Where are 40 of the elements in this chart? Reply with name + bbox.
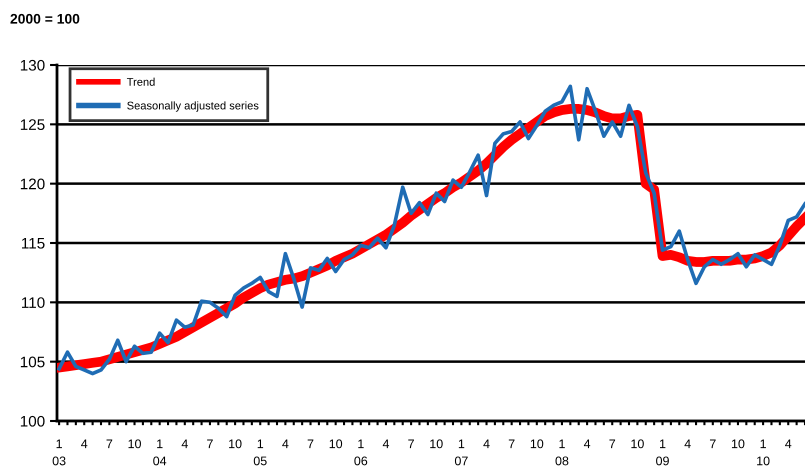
legend-label: Seasonally adjusted series [127, 101, 258, 112]
x-tick-label: 1 08 [555, 440, 568, 466]
x-tick-label: 4 [182, 440, 188, 448]
x-tick-label: 4 [382, 440, 390, 448]
x-tick-label: 7 [308, 440, 314, 448]
x-tick-label: 10 [229, 439, 242, 448]
x-tick-label: 1 09 [656, 440, 669, 466]
x-tick-label: 7 [408, 440, 414, 448]
x-tick-label: 1 10 [757, 440, 770, 466]
x-tick-label: 10 [631, 439, 644, 448]
x-tick-label: 7 [710, 440, 716, 448]
x-tick-label: 10 [128, 439, 141, 448]
y-tick-label: 105 [20, 356, 45, 368]
x-tick-label: 1 07 [454, 440, 468, 466]
x-tick-label: 7 [609, 440, 616, 448]
y-tick-label: 110 [22, 297, 45, 308]
x-tick-label: 4 [684, 440, 691, 448]
y-tick-label: 120 [20, 178, 45, 190]
y-tick-label: 100 [20, 416, 45, 427]
x-tick-label: 1 04 [153, 440, 166, 466]
x-tick-label: 7 [207, 440, 213, 448]
x-tick-label: 1 06 [354, 440, 368, 466]
x-tick-label: 10 [732, 439, 744, 448]
y-tick-label: 125 [20, 119, 45, 130]
x-tick-label: 10 [530, 439, 544, 448]
x-tick-label: 4 [81, 440, 88, 448]
y-tick-label: 115 [22, 238, 45, 249]
x-tick-label: 10 [430, 439, 443, 448]
x-tick-label: 10 [330, 439, 342, 448]
legend-label: Trend [126, 78, 155, 86]
x-tick-label: 7 [508, 440, 515, 448]
y-tick-label: 130 [20, 60, 45, 71]
x-tick-label: 4 [785, 440, 792, 448]
x-tick-label: 1 05 [254, 440, 267, 466]
x-tick-label: 4 [483, 440, 490, 448]
x-tick-label: 1 03 [52, 440, 66, 466]
x-tick-label: 4 [282, 440, 288, 448]
chart-title: 2000 = 100 [10, 14, 80, 24]
x-tick-label: 4 [584, 440, 590, 448]
x-tick-label: 7 [106, 440, 112, 448]
